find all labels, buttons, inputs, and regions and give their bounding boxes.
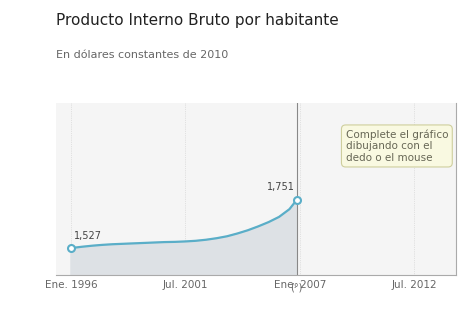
Text: Complete el gráfico
dibujando con el
dedo o el mouse: Complete el gráfico dibujando con el ded… — [345, 129, 448, 163]
Polygon shape — [71, 200, 297, 275]
Text: 1,527: 1,527 — [73, 231, 102, 241]
Text: En dólares constantes de 2010: En dólares constantes de 2010 — [56, 50, 228, 60]
Text: (°): (°) — [290, 283, 303, 293]
Text: Producto Interno Bruto por habitante: Producto Interno Bruto por habitante — [56, 13, 339, 28]
Text: 1,751: 1,751 — [267, 182, 295, 192]
